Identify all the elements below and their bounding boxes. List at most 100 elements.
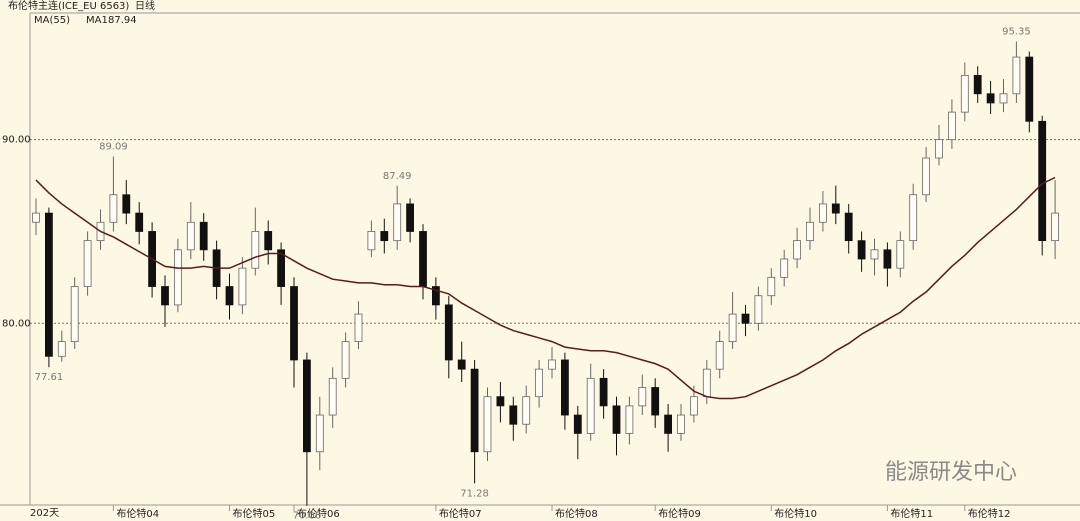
candle-body <box>754 295 763 324</box>
candle-body <box>973 75 982 95</box>
candle-body <box>509 405 518 425</box>
candle-body <box>638 387 647 407</box>
x-tick-label: 布伦特12 <box>968 507 1011 520</box>
candle-body <box>199 221 208 251</box>
candle-body <box>857 240 866 260</box>
candle-body <box>806 221 814 242</box>
candle-body <box>367 231 376 251</box>
candle-body <box>328 377 337 416</box>
candle-body <box>599 377 608 407</box>
x-tick-label: 布伦特11 <box>890 507 933 520</box>
candle-body <box>819 203 827 223</box>
candle-body <box>909 194 918 242</box>
candle-body <box>83 240 92 287</box>
candle-body <box>393 203 402 242</box>
candle-body <box>32 212 40 223</box>
candle-body <box>690 396 698 416</box>
x-tick-label: 布伦特07 <box>439 507 482 520</box>
candle-body <box>431 286 440 306</box>
candle-body <box>677 414 685 434</box>
chart-title: 布伦特主连(ICE_EU 6563) <box>8 0 129 12</box>
candle-body <box>122 194 131 214</box>
x-tick-label: 布伦特04 <box>116 507 159 520</box>
y-tick-label: 90.00 <box>2 135 31 146</box>
candle-body <box>225 286 234 306</box>
candle-body <box>793 240 801 260</box>
candle-body <box>354 313 363 343</box>
candle-body <box>870 249 879 260</box>
candle-body <box>302 359 311 453</box>
candle-body <box>844 212 853 242</box>
candle-body <box>70 286 79 343</box>
candle-body <box>522 396 531 425</box>
candle-body <box>922 157 930 196</box>
x-tick-label: 布伦特05 <box>233 507 276 520</box>
candle-body <box>548 359 556 370</box>
candle-body <box>57 341 66 357</box>
candle-body <box>1038 120 1047 242</box>
candle-body <box>896 240 905 269</box>
candle-body <box>341 341 350 379</box>
extreme-label: 71.28 <box>460 488 489 499</box>
y-tick-label: 80.00 <box>2 318 31 329</box>
candle-body <box>651 387 660 416</box>
candle-body <box>45 212 53 357</box>
x-tick-label: 布伦特10 <box>774 507 817 520</box>
candle-body <box>251 231 260 269</box>
candle-body <box>109 194 118 223</box>
candle-body <box>444 304 453 361</box>
candle-body <box>457 359 466 370</box>
candle-body <box>135 212 144 232</box>
candle-body <box>1012 56 1021 95</box>
candle-body <box>535 368 543 398</box>
x-tick-label: 布伦特09 <box>658 507 701 520</box>
candle-body <box>625 405 634 434</box>
candle-body <box>767 276 776 297</box>
candle-body <box>573 414 582 434</box>
x-tick-label: 布伦特08 <box>555 507 598 520</box>
extreme-label: 70.06 <box>293 511 322 521</box>
candle-body <box>264 231 273 251</box>
ma-name: MA1 <box>86 15 108 26</box>
candle-body <box>728 313 737 343</box>
ma-line <box>35 176 1056 400</box>
candle-body <box>612 405 621 434</box>
candle-body <box>664 414 672 434</box>
candle-body <box>586 377 595 434</box>
candle-body <box>948 111 956 141</box>
candle-body <box>935 139 943 159</box>
indicator[interactable]: MA(55) <box>34 15 70 26</box>
candle-body <box>277 249 286 287</box>
candle-body <box>960 75 969 113</box>
candle-body <box>702 368 711 398</box>
period[interactable]: 日线 <box>135 0 155 12</box>
extreme-label: 87.49 <box>383 171 412 182</box>
extreme-label: 95.35 <box>1002 26 1031 37</box>
candle-body <box>186 221 195 251</box>
candle-body <box>986 93 995 104</box>
candle-body <box>483 396 492 453</box>
x-tick-label: 布伦特06 <box>297 507 340 520</box>
candle-body <box>1051 212 1059 242</box>
candle-body <box>290 286 298 361</box>
candle-body <box>496 396 505 407</box>
candle-body <box>315 414 324 453</box>
candle-body <box>173 249 182 306</box>
candle-body <box>561 359 569 416</box>
candle-body <box>780 258 789 278</box>
candle-body <box>470 368 479 453</box>
candle-body <box>999 93 1008 104</box>
candle-body <box>883 249 892 269</box>
candle-body <box>1025 56 1034 122</box>
candle-body <box>715 341 724 370</box>
candle-body <box>831 203 840 214</box>
candle-body <box>161 286 169 306</box>
candle-body <box>238 267 247 306</box>
candle-body <box>419 231 427 287</box>
candle-body <box>741 313 750 324</box>
watermark: 能源研发中心 <box>885 460 1017 485</box>
extreme-label: 77.61 <box>35 372 64 383</box>
candle-body <box>380 231 389 242</box>
candle-body <box>406 203 415 232</box>
